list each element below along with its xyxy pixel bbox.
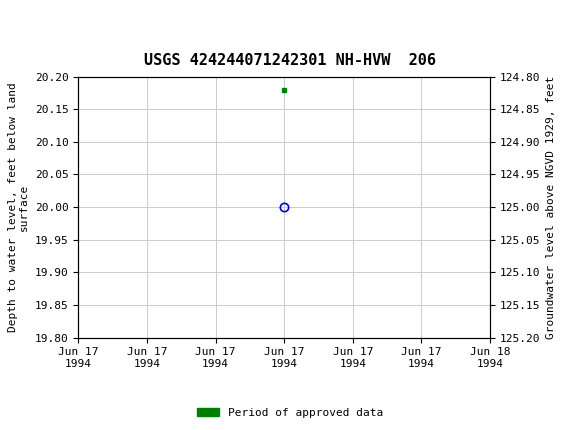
Text: USGS 424244071242301 NH-HVW  206: USGS 424244071242301 NH-HVW 206: [144, 53, 436, 68]
Y-axis label: Depth to water level, feet below land
surface: Depth to water level, feet below land su…: [8, 82, 29, 332]
Text: ≡USGS: ≡USGS: [6, 12, 66, 26]
Legend: Period of approved data: Period of approved data: [193, 403, 387, 422]
Y-axis label: Groundwater level above NGVD 1929, feet: Groundwater level above NGVD 1929, feet: [546, 75, 556, 339]
